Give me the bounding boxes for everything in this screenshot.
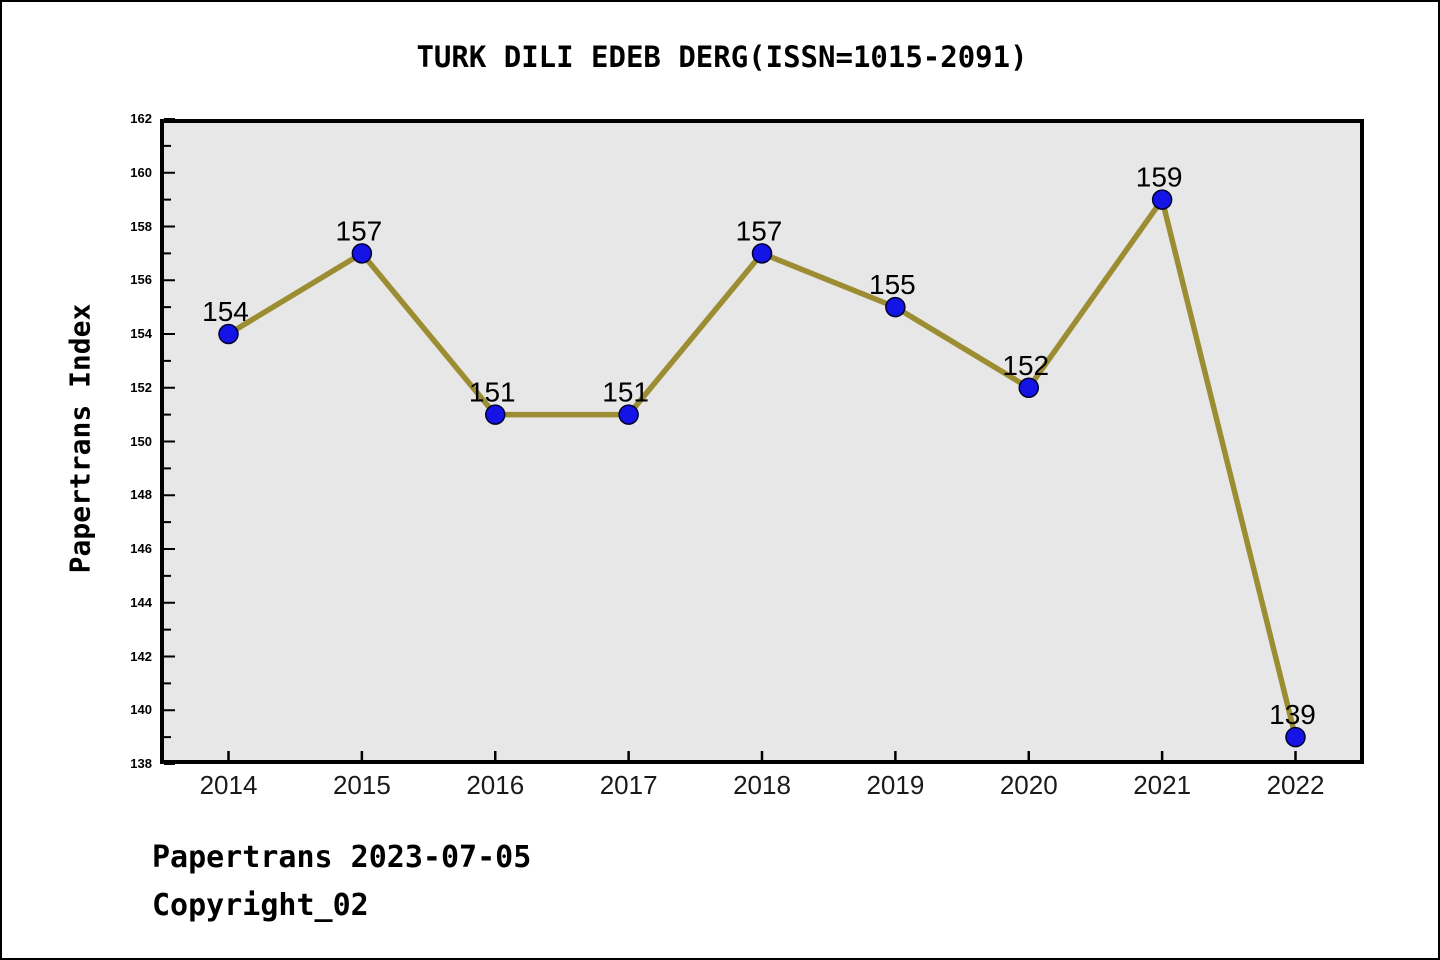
data-point-label: 151 bbox=[602, 377, 649, 408]
chart-title: TURK DILI EDEB DERG(ISSN=1015-2091) bbox=[416, 40, 1028, 74]
y-tick-label: 140 bbox=[130, 702, 152, 718]
data-point-label: 157 bbox=[736, 215, 783, 246]
x-tick-label: 2015 bbox=[332, 770, 391, 800]
x-tick-label: 2018 bbox=[733, 770, 791, 800]
y-tick-label: 160 bbox=[130, 164, 152, 180]
y-tick-label: 148 bbox=[130, 487, 152, 503]
y-tick-label: 138 bbox=[130, 756, 152, 771]
data-point bbox=[1151, 189, 1173, 210]
data-point bbox=[351, 243, 373, 264]
y-tick-label: 146 bbox=[130, 541, 152, 556]
data-point bbox=[885, 296, 906, 318]
data-point-label: 157 bbox=[336, 215, 383, 246]
x-tick-label: 2022 bbox=[1266, 770, 1325, 800]
y-tick-label: 152 bbox=[130, 379, 152, 395]
data-point bbox=[751, 243, 773, 264]
footer-copyright-text: Copyright_02 bbox=[152, 888, 369, 923]
data-point bbox=[1285, 726, 1306, 748]
data-point-label: 139 bbox=[1269, 699, 1316, 730]
x-tick-label: 2020 bbox=[999, 770, 1058, 800]
y-tick-label: 158 bbox=[130, 218, 152, 234]
data-point-label: 151 bbox=[469, 377, 516, 408]
y-tick-label: 150 bbox=[130, 433, 152, 449]
plot-spines bbox=[160, 119, 1364, 764]
x-tick-label: 2016 bbox=[466, 770, 525, 800]
data-point-label: 155 bbox=[869, 269, 916, 300]
data-point-label: 154 bbox=[202, 296, 249, 327]
y-tick-label: 156 bbox=[130, 272, 152, 288]
line-chart-canvas: 154 157 151 151 157 155 152 159 139 bbox=[160, 118, 1364, 765]
data-point-label: 159 bbox=[1136, 162, 1183, 193]
data-point bbox=[218, 323, 239, 345]
y-tick-label: 154 bbox=[130, 326, 152, 341]
y-tick-label: 144 bbox=[130, 594, 152, 610]
data-point bbox=[618, 404, 639, 425]
data-point bbox=[1018, 377, 1039, 398]
x-tick-label: 2017 bbox=[599, 770, 658, 800]
x-tick-label: 2014 bbox=[199, 770, 258, 800]
y-axis-label: Papertrans Index bbox=[63, 303, 97, 574]
footer-date-text: Papertrans 2023-07-05 bbox=[152, 840, 532, 875]
plot-background bbox=[160, 119, 1364, 764]
y-tick-label: 162 bbox=[130, 111, 152, 126]
y-tick-label: 142 bbox=[130, 648, 152, 664]
plot-area: 154 157 151 151 157 155 152 159 139 bbox=[160, 118, 1364, 765]
x-tick-label: 2019 bbox=[866, 770, 925, 800]
x-tick-label: 2021 bbox=[1133, 770, 1192, 800]
data-point-label: 152 bbox=[1002, 350, 1049, 381]
data-point bbox=[485, 404, 506, 425]
